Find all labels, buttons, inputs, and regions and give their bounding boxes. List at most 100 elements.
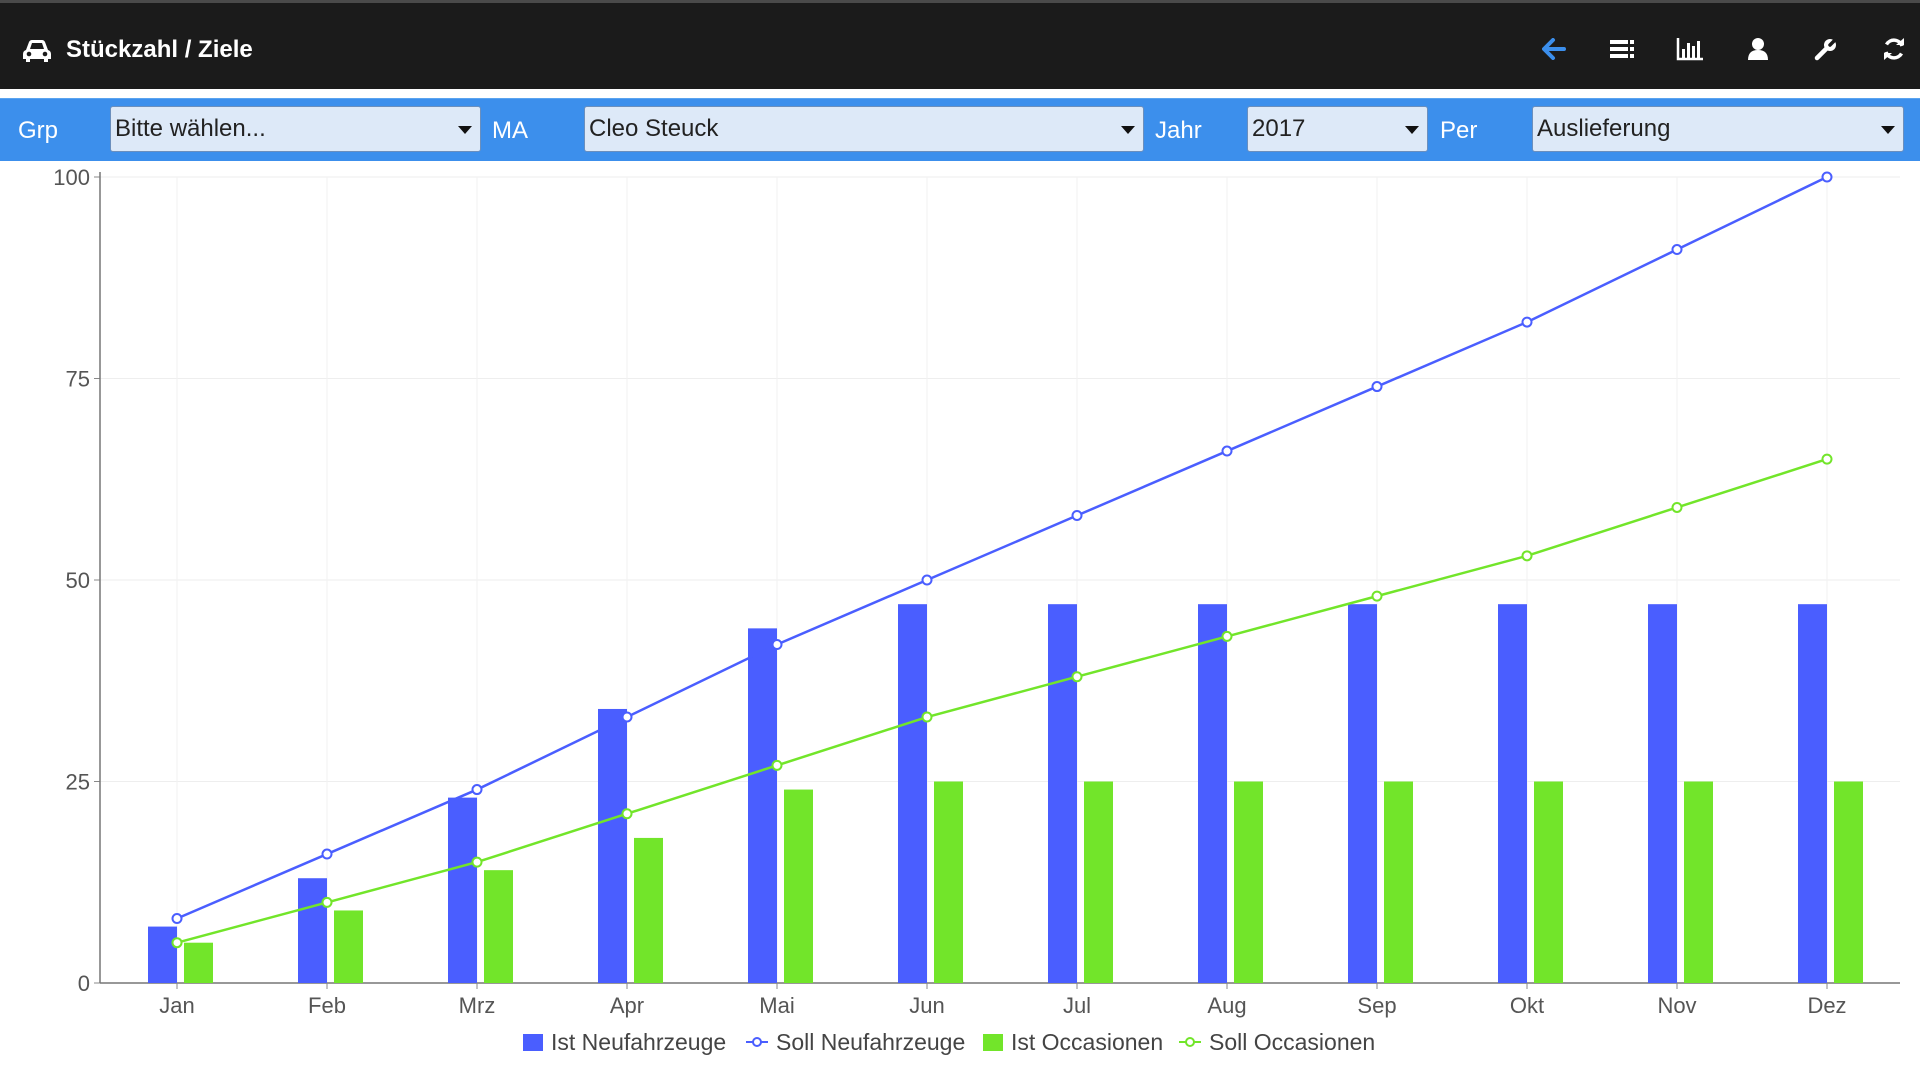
x-tick-label: Dez — [1807, 993, 1846, 1018]
list-icon[interactable] — [1604, 31, 1640, 67]
point-soll-occasionen — [1221, 630, 1233, 642]
ma-label: MA — [492, 117, 528, 144]
bar-ist-neufahrzeuge — [1648, 604, 1677, 983]
bar-ist-neufahrzeuge — [1498, 604, 1527, 983]
bar-ist-neufahrzeuge — [598, 708, 627, 983]
point-soll-neufahrzeuge — [1221, 445, 1233, 457]
point-soll-occasionen — [171, 937, 183, 949]
bar-ist-occasionen — [334, 910, 363, 983]
chevron-down-icon — [1121, 126, 1135, 134]
point-soll-occasionen — [1371, 590, 1383, 602]
wrench-icon[interactable] — [1808, 31, 1844, 67]
point-soll-occasionen — [771, 759, 783, 771]
bar-ist-occasionen — [1384, 781, 1413, 983]
nav-icons: ? — [1500, 31, 1920, 67]
car-icon — [23, 40, 51, 62]
refresh-icon[interactable] — [1876, 31, 1912, 67]
bar-ist-neufahrzeuge — [448, 797, 477, 983]
grp-label: Grp — [18, 117, 59, 144]
bar-ist-occasionen — [1084, 781, 1113, 983]
bar-ist-occasionen — [934, 781, 963, 983]
x-tick-label: Mai — [759, 993, 794, 1018]
point-soll-neufahrzeuge — [471, 784, 483, 796]
point-soll-occasionen — [1521, 550, 1533, 562]
legend-swatch-bar — [523, 1034, 543, 1051]
bar-ist-neufahrzeuge — [148, 926, 177, 983]
grp-select-value: Bitte wählen... — [115, 115, 266, 142]
bar-ist-occasionen — [1834, 781, 1863, 983]
point-soll-neufahrzeuge — [1371, 381, 1383, 393]
top-navbar: Stückzahl / Ziele ? — [0, 0, 1920, 89]
point-soll-neufahrzeuge — [1071, 510, 1083, 522]
chart-area: 0 25 50 75 100 Jan Feb Mrz Apr Mai Jun Jul Aug Sep Okt… — [0, 160, 1920, 1064]
user-icon[interactable] — [1740, 31, 1776, 67]
grp-select[interactable]: Bitte wählen... — [110, 106, 481, 152]
bar-ist-neufahrzeuge — [898, 604, 927, 983]
point-soll-neufahrzeuge — [1521, 316, 1533, 328]
point-soll-occasionen — [621, 808, 633, 820]
legend-label: Soll Occasionen — [1209, 1029, 1375, 1055]
point-soll-neufahrzeuge — [621, 711, 633, 723]
x-tick-label: Jul — [1063, 993, 1091, 1018]
point-soll-neufahrzeuge — [771, 638, 783, 650]
legend-swatch-point — [752, 1037, 762, 1047]
page-title: Stückzahl / Ziele — [66, 36, 253, 63]
y-tick-label: 75 — [66, 367, 90, 392]
line-soll-neufahrzeuge — [176, 175, 1828, 920]
bar-ist-occasionen — [1534, 781, 1563, 983]
point-soll-occasionen — [471, 856, 483, 868]
x-tick-label: Aug — [1207, 993, 1246, 1018]
point-soll-neufahrzeuge — [1671, 244, 1683, 256]
bar-ist-neufahrzeuge — [298, 878, 327, 983]
x-tick-label: Jun — [909, 993, 944, 1018]
point-soll-occasionen — [1821, 453, 1833, 465]
legend-swatch-bar — [983, 1034, 1003, 1051]
bar-ist-occasionen — [1684, 781, 1713, 983]
point-soll-neufahrzeuge — [171, 913, 183, 925]
jahr-select[interactable]: 2017 — [1247, 106, 1428, 152]
x-tick-label: Okt — [1510, 993, 1544, 1018]
bar-ist-occasionen — [1234, 781, 1263, 983]
per-select-value: Auslieferung — [1537, 115, 1671, 142]
chevron-down-icon — [1881, 126, 1895, 134]
line-soll-occasionen — [176, 457, 1828, 944]
bar-ist-neufahrzeuge — [1798, 604, 1827, 983]
bar-chart-icon[interactable] — [1672, 31, 1708, 67]
y-tick-label: 50 — [66, 568, 90, 593]
x-tick-label: Feb — [308, 993, 346, 1018]
bar-ist-occasionen — [634, 837, 663, 983]
ma-select-value: Cleo Steuck — [589, 115, 719, 142]
ma-select[interactable]: Cleo Steuck — [584, 106, 1144, 152]
legend-label: Soll Neufahrzeuge — [776, 1029, 965, 1055]
y-tick-label: 0 — [78, 971, 90, 996]
bar-ist-occasionen — [484, 870, 513, 983]
per-select[interactable]: Auslieferung — [1532, 106, 1904, 152]
x-tick-label: Sep — [1357, 993, 1396, 1018]
point-soll-neufahrzeuge — [921, 574, 933, 586]
point-soll-occasionen — [321, 896, 333, 908]
bar-ist-occasionen — [784, 789, 813, 983]
per-label: Per — [1440, 117, 1478, 144]
jahr-select-value: 2017 — [1252, 115, 1306, 142]
bar-ist-neufahrzeuge — [1348, 604, 1377, 983]
point-soll-occasionen — [1071, 671, 1083, 683]
chevron-down-icon — [458, 126, 472, 134]
y-tick-label: 100 — [53, 165, 90, 190]
x-tick-label: Nov — [1657, 993, 1696, 1018]
point-soll-neufahrzeuge — [321, 848, 333, 860]
chevron-down-icon — [1405, 126, 1419, 134]
x-tick-label: Jan — [159, 993, 194, 1018]
x-tick-label: Mrz — [459, 993, 496, 1018]
point-soll-neufahrzeuge — [1821, 171, 1833, 183]
legend-label: Ist Occasionen — [1011, 1029, 1163, 1055]
bar-ist-neufahrzeuge — [748, 628, 777, 983]
brand[interactable]: Stückzahl / Ziele — [22, 35, 253, 65]
bar-ist-occasionen — [184, 942, 213, 983]
point-soll-occasionen — [921, 711, 933, 723]
legend-swatch-point — [1185, 1037, 1195, 1047]
back-arrow-icon[interactable] — [1536, 31, 1572, 67]
jahr-label: Jahr — [1155, 117, 1202, 144]
bar-ist-neufahrzeuge — [1198, 604, 1227, 983]
filter-bar: Grp Bitte wählen... MA Cleo Steuck Jahr … — [0, 98, 1920, 161]
y-tick-label: 25 — [66, 770, 90, 795]
